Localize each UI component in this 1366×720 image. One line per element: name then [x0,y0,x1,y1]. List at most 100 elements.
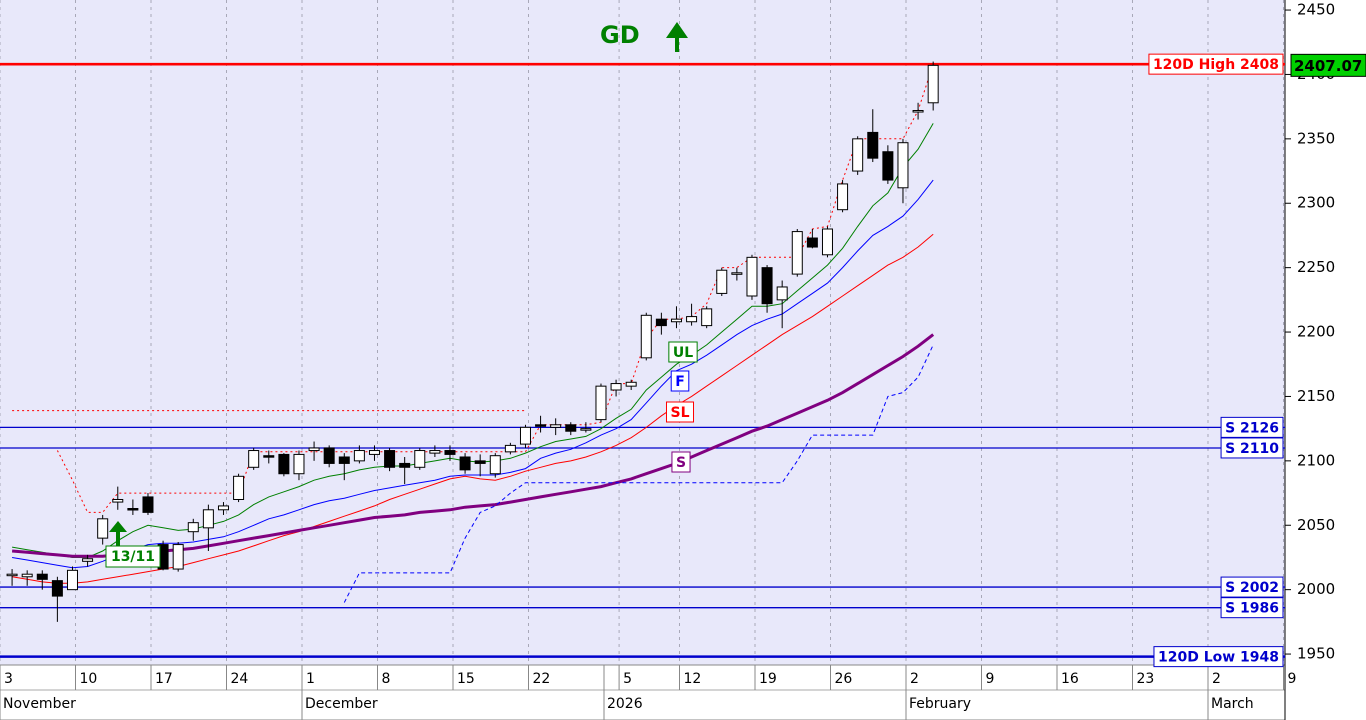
candle-body [821,228,833,256]
y-tick-label: 2000 [1297,580,1335,598]
candle-body [504,444,516,453]
candle-body [6,573,18,577]
x-tick-label: 24 [230,671,248,687]
candle-body [655,318,667,327]
x-tick-label: 2 [1212,671,1221,687]
candle-body [701,308,713,327]
indicator-label: UL [673,345,693,361]
candle-body [716,269,728,294]
candle-body [806,237,818,248]
candle-body [368,450,380,455]
x-tick-label: 17 [155,671,173,687]
level-label-box [1220,597,1284,619]
signal-date: 13/11 [105,521,161,568]
candle-body [686,316,698,323]
signal-top-text: GD [600,21,640,49]
signal-top: GD [600,21,688,52]
candle-body [278,453,290,475]
indicator-label-box [671,451,691,473]
candle-body [565,424,577,432]
signal-date-box [105,545,161,568]
x-tick-label: 12 [683,671,701,687]
candle-body [384,450,396,468]
candle-body [353,450,365,462]
y-tick-label: 2150 [1297,387,1335,405]
x-tick-label: 1 [306,671,315,687]
level-label-box [1148,53,1284,75]
candle-body [293,453,305,475]
month-label: February [909,696,971,712]
indicator-line [343,344,934,603]
candle-body [172,544,184,570]
up-arrow [109,521,127,546]
y-tick-label: 2350 [1297,129,1335,147]
indicator-label-box [665,401,695,423]
candle-body [233,475,245,500]
candle-body [127,508,139,511]
candle-body [263,455,275,458]
x-tick-label: 19 [759,671,777,687]
indicator-label: F [675,374,685,390]
x-tick-label: 23 [1136,671,1154,687]
y-tick-label: 2250 [1297,258,1335,276]
month-label: November [3,696,76,712]
candle-body [761,267,773,305]
signal-date-text: 13/11 [111,549,155,565]
indicator-line [12,123,934,558]
candle-body [323,447,335,464]
x-axis-area [0,664,1286,720]
candle-body [535,424,547,427]
candle-body [837,183,849,211]
candle-body [429,450,441,454]
x-tick-label: 10 [79,671,97,687]
level-label-box [1220,437,1284,459]
candle-body [308,447,320,452]
month-label: December [305,696,378,712]
y-tick-label: 2450 [1297,1,1335,19]
y-tick-label: 1950 [1297,645,1335,663]
candle-body [791,231,803,275]
candle-body [112,498,124,503]
x-tick-label: 8 [381,671,390,687]
candle-body [867,131,879,159]
x-tick-label: 22 [532,671,550,687]
last-price-box [1290,53,1366,77]
candle-body [66,569,78,591]
month-label: March [1211,696,1254,712]
y-tick-label: 2200 [1297,323,1335,341]
candle-body [414,450,426,468]
candle-body [610,383,622,391]
candle-body [202,509,214,529]
level-label-box [1153,646,1284,668]
candle-body [897,142,909,189]
indicator-label: SL [670,405,689,421]
level-label: S 2126 [1225,420,1279,436]
candle-body [142,496,154,513]
x-tick-label: 3 [4,671,13,687]
x-tick-label: 26 [834,671,852,687]
candle-body [852,138,864,172]
candle-body [519,426,531,445]
x-tick-label: 2 [910,671,919,687]
candle-body [489,455,501,475]
indicator-label: S [676,455,686,471]
candle-body [217,505,229,511]
candle-body [640,314,652,359]
candle-body [731,272,743,275]
indicator-label-box [668,341,698,363]
x-tick-label: 9 [1287,671,1296,687]
last-price-label: 2407.07 [1294,57,1362,75]
candle-body [927,64,939,104]
candle-body [187,522,199,533]
candle-body [625,381,637,387]
level-label-box [1220,416,1284,438]
level-label: S 2002 [1225,580,1279,596]
level-label: 120D High 2408 [1153,57,1279,73]
y-tick-label: 2100 [1297,451,1335,469]
candle-body [474,460,486,464]
candle-body [459,456,471,471]
candle-body [248,450,260,468]
indicator-line [12,179,934,569]
month-label: 2026 [607,696,643,712]
